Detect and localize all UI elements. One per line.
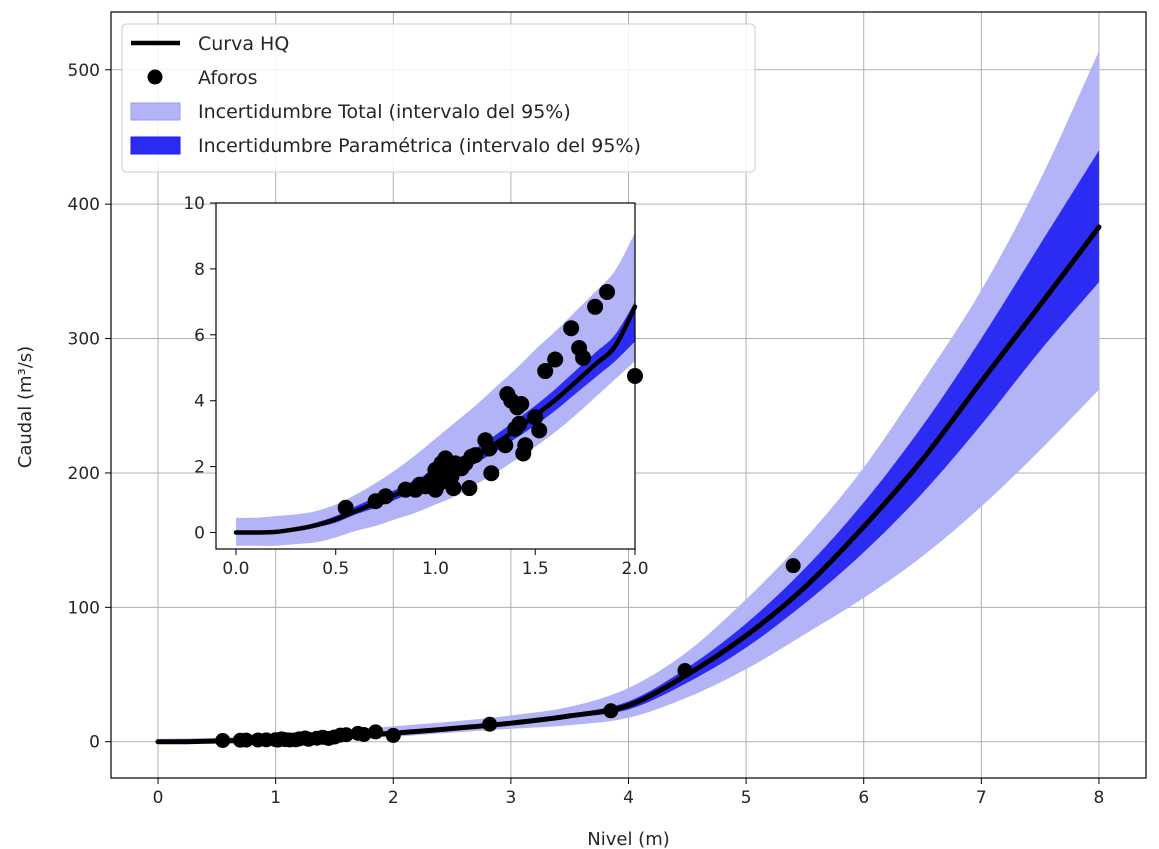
legend: Curva HQ Aforos Incertidumbre Total (int… — [121, 23, 756, 173]
inset-aforo-point — [537, 363, 554, 380]
inset-y-tick-labels: 0 2 4 6 8 10 — [183, 194, 205, 544]
inset-aforo-point — [547, 351, 564, 368]
inset-y-tick-label: 4 — [194, 392, 205, 412]
main-aforo-point — [368, 724, 384, 740]
main-band-parametrica — [158, 150, 1099, 742]
main-x-tick-label: 3 — [505, 788, 516, 808]
inset-y-tick-label: 10 — [183, 194, 205, 214]
main-x-tick-label: 6 — [858, 788, 869, 808]
inset-x-tick-labels: 0.0 0.5 1.0 1.5 2.0 — [222, 559, 648, 579]
inset-aforo-point — [481, 440, 498, 457]
main-x-tick-labels: 0 1 2 3 4 5 6 7 8 — [153, 788, 1105, 808]
inset-aforo-point — [377, 488, 394, 505]
main-x-tick-label: 5 — [741, 788, 752, 808]
inset-chart: 0.0 0.5 1.0 1.5 2.0 0 2 4 6 8 10 — [183, 194, 648, 579]
legend-swatch-incertidumbre-total — [130, 102, 181, 121]
main-x-tick-label: 2 — [388, 788, 399, 808]
inset-aforos-points — [337, 283, 643, 516]
legend-swatch-incertidumbre-parametrica — [130, 136, 181, 155]
main-aforo-point — [785, 558, 801, 574]
main-x-tick-label: 7 — [976, 788, 987, 808]
inset-aforo-point — [497, 437, 514, 454]
main-ticks — [105, 69, 1100, 784]
main-y-tick-label: 100 — [68, 598, 100, 618]
inset-x-tick-label: 2.0 — [621, 559, 648, 579]
inset-x-tick-label: 0.5 — [322, 559, 349, 579]
legend-label-incertidumbre-total: Incertidumbre Total (intervalo del 95%) — [198, 101, 571, 123]
inset-aforo-point — [563, 320, 580, 337]
inset-aforo-point — [587, 298, 604, 315]
main-aforo-point — [603, 703, 619, 719]
main-x-tick-label: 0 — [153, 788, 164, 808]
inset-y-tick-label: 2 — [194, 458, 205, 478]
legend-swatch-aforos — [147, 69, 163, 85]
inset-x-tick-label: 0.0 — [222, 559, 249, 579]
legend-label-curva-hq: Curva HQ — [198, 33, 289, 55]
main-aforo-point — [215, 733, 231, 749]
legend-box — [121, 23, 756, 173]
main-x-tick-label: 1 — [270, 788, 281, 808]
main-aforo-point — [677, 662, 693, 678]
inset-y-tick-label: 6 — [194, 326, 205, 346]
main-band-total — [158, 51, 1099, 744]
inset-aforo-point — [445, 480, 462, 497]
main-aforo-point — [238, 732, 254, 748]
main-aforo-point — [338, 727, 354, 743]
inset-aforo-point — [513, 396, 530, 413]
inset-aforo-point — [483, 465, 500, 482]
inset-axes-frame — [215, 202, 636, 550]
main-x-tick-label: 4 — [623, 788, 634, 808]
main-y-tick-label: 500 — [68, 61, 100, 81]
inset-aforo-point — [527, 409, 544, 426]
inset-aforo-point — [511, 415, 528, 432]
main-aforo-point — [385, 727, 401, 743]
x-axis-label: Nivel (m) — [587, 829, 670, 849]
inset-aforo-point — [531, 422, 548, 439]
main-uncertainty-bands — [158, 51, 1099, 744]
legend-label-incertidumbre-parametrica: Incertidumbre Paramétrica (intervalo del… — [198, 135, 641, 157]
inset-aforo-point — [337, 499, 354, 516]
inset-x-tick-label: 1.0 — [422, 559, 449, 579]
inset-x-tick-label: 1.5 — [522, 559, 549, 579]
inset-aforo-point — [599, 283, 616, 300]
inset-aforo-point — [467, 447, 484, 464]
main-y-tick-label: 300 — [68, 330, 100, 350]
inset-y-tick-label: 0 — [194, 524, 205, 544]
inset-y-tick-label: 8 — [194, 260, 205, 280]
main-y-tick-label: 200 — [68, 464, 100, 484]
y-axis-label: Caudal (m³/s) — [15, 346, 36, 468]
main-aforo-point — [356, 726, 372, 742]
legend-label-aforos: Aforos — [198, 67, 258, 89]
main-y-tick-label: 0 — [89, 733, 100, 753]
main-y-tick-label: 400 — [68, 195, 100, 215]
main-y-tick-labels: 0 100 200 300 400 500 — [68, 61, 100, 753]
main-x-tick-label: 8 — [1094, 788, 1105, 808]
main-aforos-points — [215, 558, 801, 749]
inset-aforo-point — [461, 480, 478, 497]
inset-aforo-point — [575, 349, 592, 366]
main-aforo-point — [482, 716, 498, 732]
inset-ticks — [210, 202, 636, 555]
inset-aforo-point — [517, 437, 534, 454]
